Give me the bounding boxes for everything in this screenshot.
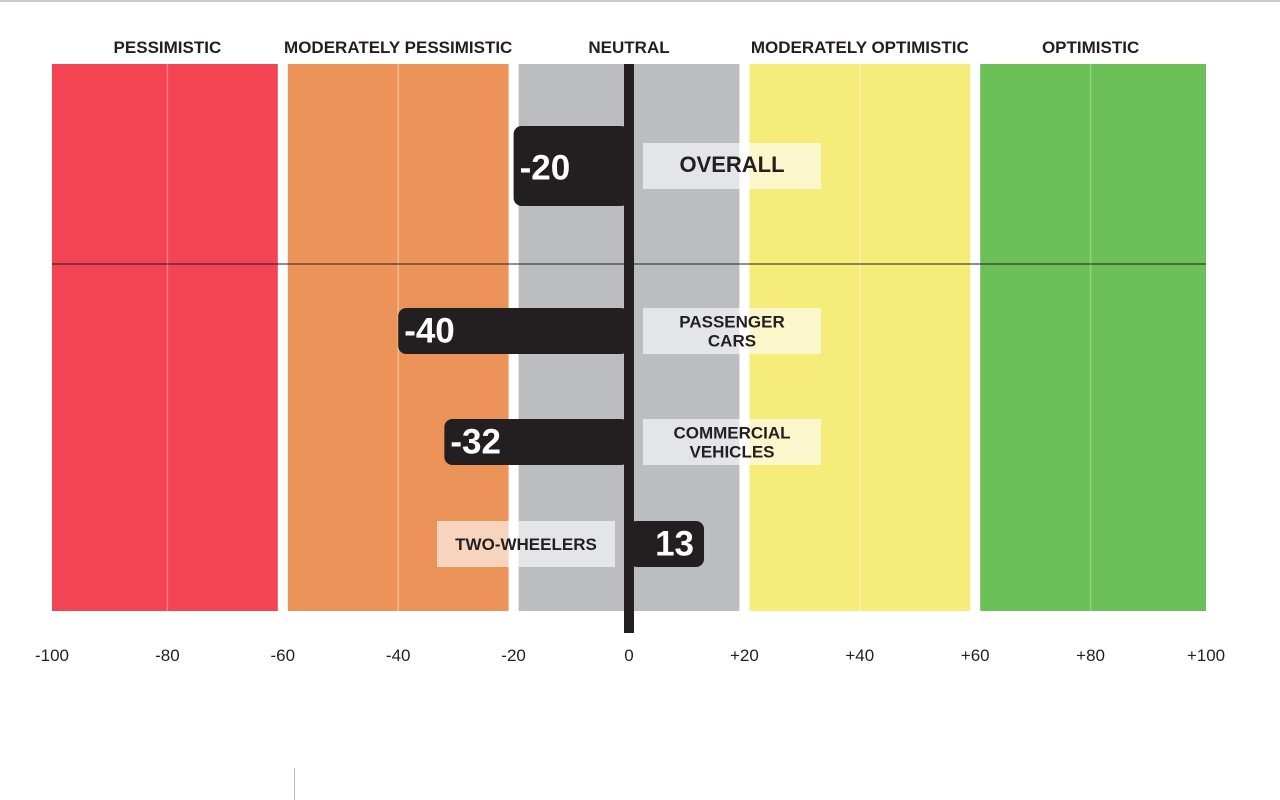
x-tick-labels: -100 -80 -60 -40 -20 0 +20 +40 +60 +80 +100 bbox=[35, 646, 1225, 665]
bar-two-wheelers bbox=[629, 521, 705, 567]
zone-label-moderately-optimistic: MODERATELY OPTIMISTIC bbox=[751, 38, 969, 57]
zone-band-pessimistic bbox=[52, 64, 278, 611]
bars: -20 OVERALL -40 PASSENGER CARS -32 COMMERCIAL V… bbox=[398, 126, 821, 567]
zone-label-pessimistic: PESSIMISTIC bbox=[114, 38, 222, 57]
category-label-box-passenger-cars bbox=[643, 308, 821, 354]
category-label-box-overall bbox=[643, 143, 821, 189]
category-label-overall: OVERALL bbox=[679, 152, 784, 177]
zone-label-optimistic: OPTIMISTIC bbox=[1042, 38, 1139, 57]
bar-commercial-vehicles bbox=[444, 419, 629, 465]
zero-axis-line bbox=[624, 64, 634, 633]
category-label-passenger-cars: PASSENGER CARS bbox=[679, 313, 785, 351]
x-tick-plusminus-60: +60 bbox=[961, 646, 990, 665]
zone-labels: PESSIMISTIC MODERATELY PESSIMISTIC NEUTRAL… bbox=[114, 38, 1140, 57]
x-tick-minus-60: -60 bbox=[271, 646, 296, 665]
category-label-box-two-wheelers bbox=[437, 521, 615, 567]
value-label-two-wheelers: 13 bbox=[655, 525, 694, 564]
bottom-divider bbox=[294, 768, 295, 800]
x-tick-plusminus-100: +100 bbox=[1187, 646, 1225, 665]
x-tick-plusminus-40: +40 bbox=[845, 646, 874, 665]
bar-overall bbox=[513, 126, 629, 206]
x-tick-0: 0 bbox=[624, 646, 633, 665]
x-tick-minus-100: -100 bbox=[35, 646, 69, 665]
category-label-two-wheelers: TWO-WHEELERS bbox=[455, 535, 597, 554]
category-label-box-commercial-vehicles bbox=[643, 419, 821, 465]
zone-band-optimistic bbox=[980, 64, 1206, 611]
zone-label-neutral: NEUTRAL bbox=[588, 38, 669, 57]
bar-passenger-cars bbox=[398, 308, 629, 354]
x-tick-minus-40: -40 bbox=[386, 646, 411, 665]
value-label-commercial-vehicles: -32 bbox=[450, 423, 501, 462]
x-tick-minus-80: -80 bbox=[155, 646, 180, 665]
zero-axis bbox=[624, 64, 634, 633]
x-tick-plusminus-20: +20 bbox=[730, 646, 759, 665]
top-border bbox=[0, 0, 1280, 2]
x-tick-plusminus-80: +80 bbox=[1076, 646, 1105, 665]
zone-label-moderately-pessimistic: MODERATELY PESSIMISTIC bbox=[284, 38, 512, 57]
value-label-overall: -20 bbox=[520, 148, 571, 187]
x-tick-minus-20: -20 bbox=[501, 646, 526, 665]
category-label-commercial-vehicles: COMMERCIAL VEHICLES bbox=[673, 424, 790, 462]
value-label-passenger-cars: -40 bbox=[404, 312, 455, 351]
